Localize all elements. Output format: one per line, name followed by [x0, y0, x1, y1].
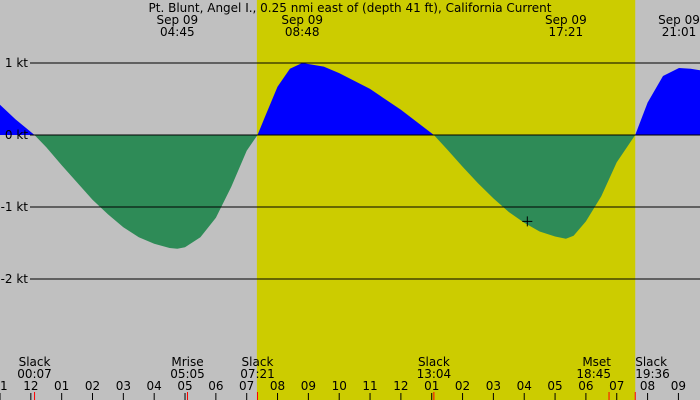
current-area-layer — [0, 63, 700, 249]
x-tick-label: 08 — [640, 379, 655, 393]
x-tick-label: 03 — [486, 379, 501, 393]
x-tick-label: 12 — [23, 379, 38, 393]
event-label: Slack — [418, 355, 450, 369]
x-tick-label: 06 — [578, 379, 593, 393]
event-label: Mrise — [171, 355, 203, 369]
x-tick-label: 06 — [208, 379, 223, 393]
x-tick-label: 05 — [177, 379, 192, 393]
extreme-time-label: 17:21 — [549, 25, 584, 39]
y-axis-labels: 1 kt 0 kt -1 kt -2 kt — [1, 56, 29, 286]
y-tick-label: 0 kt — [5, 128, 28, 142]
x-tick-label: 11 — [0, 379, 8, 393]
x-tick-label: 09 — [301, 379, 316, 393]
event-label: Slack — [242, 355, 274, 369]
x-tick-label: 02 — [455, 379, 470, 393]
x-tick-label: 12 — [393, 379, 408, 393]
x-tick-label: 07 — [609, 379, 624, 393]
chart-title: Pt. Blunt, Angel I., 0.25 nmi east of (d… — [149, 1, 552, 15]
x-tick-label: 05 — [547, 379, 562, 393]
extreme-date-label: Sep 09 — [156, 13, 198, 27]
event-label: Mset — [582, 355, 611, 369]
ebb-area — [34, 135, 258, 249]
x-tick-label: 10 — [332, 379, 347, 393]
y-tick-label: -1 kt — [1, 200, 29, 214]
flood-area — [0, 104, 35, 135]
extreme-date-label: Sep 09 — [545, 13, 587, 27]
x-tick-label: 01 — [54, 379, 69, 393]
event-time-label: 05:05 — [170, 367, 205, 381]
extreme-time-label: 21:01 — [662, 25, 697, 39]
event-label: Slack — [635, 355, 667, 369]
x-tick-label: 08 — [270, 379, 285, 393]
extreme-time-label: 08:48 — [285, 25, 320, 39]
x-tick-label: 11 — [362, 379, 377, 393]
event-time-label: 13:04 — [417, 367, 452, 381]
event-time-label: 07:21 — [240, 367, 275, 381]
x-tick-label: 03 — [116, 379, 131, 393]
x-tick-label: 01 — [424, 379, 439, 393]
event-time-label: 19:36 — [635, 367, 670, 381]
ebb-area — [433, 135, 636, 239]
x-axis: 11 12 01 02 03 04 05 06 07 08 09 10 11 12 01 02 03 04 05 06… — [0, 379, 686, 400]
flood-area — [257, 63, 434, 135]
event-time-label: 18:45 — [576, 367, 611, 381]
extreme-date-label: Sep 09 — [281, 13, 323, 27]
x-tick-label: 04 — [517, 379, 532, 393]
x-tick-label: 09 — [671, 379, 686, 393]
x-tick-label: 04 — [147, 379, 162, 393]
grid-lines — [30, 62, 700, 280]
flood-area — [635, 68, 700, 135]
crosshair-cursor — [522, 216, 533, 227]
extreme-time-label: 04:45 — [160, 25, 195, 39]
y-tick-label: -2 kt — [1, 272, 29, 286]
x-tick-label: 07 — [239, 379, 254, 393]
extreme-date-label: Sep 09 — [658, 13, 700, 27]
y-tick-label: 1 kt — [5, 56, 28, 70]
x-tick-label: 02 — [85, 379, 100, 393]
event-time-label: 00:07 — [17, 367, 52, 381]
event-labels: Slack00:07Mrise05:05Slack07:21Slack13:04… — [17, 355, 670, 400]
event-label: Slack — [19, 355, 51, 369]
